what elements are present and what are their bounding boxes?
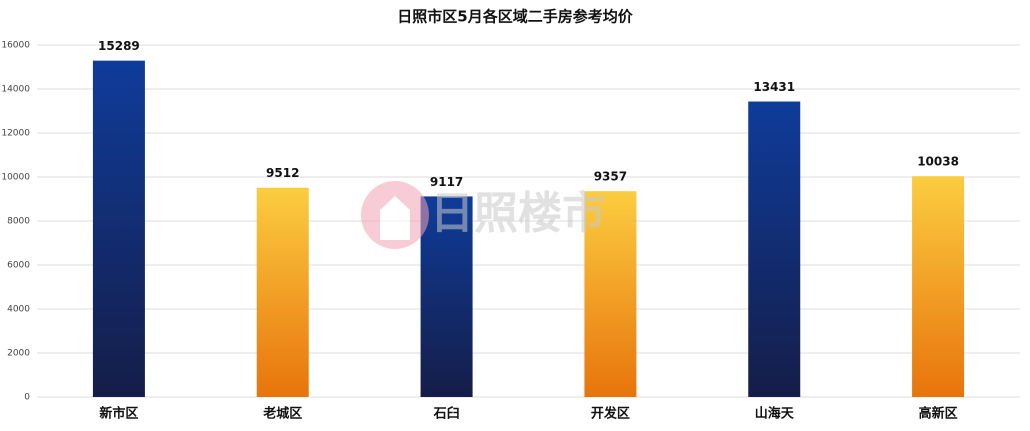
x-tick-label: 开发区 [591,406,630,422]
x-tick-label: 石臼 [433,406,460,422]
data-label: 15289 [98,39,140,53]
bar [92,60,145,397]
x-tick-label: 高新区 [919,406,958,422]
bar [256,187,309,397]
watermark-house [380,196,410,240]
data-label: 9357 [594,170,627,184]
data-label: 9512 [266,166,299,180]
y-tick-label: 16000 [1,41,30,51]
chart-title: 日照市区5月各区域二手房参考均价 [397,8,633,26]
plot: 0 2000 4000 6000 8000 10000 12000 14000 16000 新市区… [1,39,1020,422]
bar [748,101,801,397]
bar [420,196,473,397]
y-tick-label: 6000 [7,261,30,271]
watermark: 日照楼市 [361,181,606,249]
y-tick-label: 8000 [7,217,30,227]
x-tick-label: 山海天 [755,406,795,422]
x-tick-label: 老城区 [262,406,302,422]
y-tick-label: 4000 [7,305,30,315]
bar [912,176,965,397]
x-tick-label: 新市区 [99,406,138,422]
data-label: 13431 [753,80,795,94]
y-tick-label: 10000 [1,173,30,183]
y-tick-label: 2000 [7,349,30,359]
bar [584,191,637,397]
y-tick-label: 0 [24,393,30,403]
y-tick-label: 12000 [1,129,30,139]
data-label: 9117 [430,175,463,189]
data-label: 10038 [917,155,959,169]
watermark-text: 日照楼市 [430,188,606,239]
y-tick-label: 14000 [1,85,30,95]
